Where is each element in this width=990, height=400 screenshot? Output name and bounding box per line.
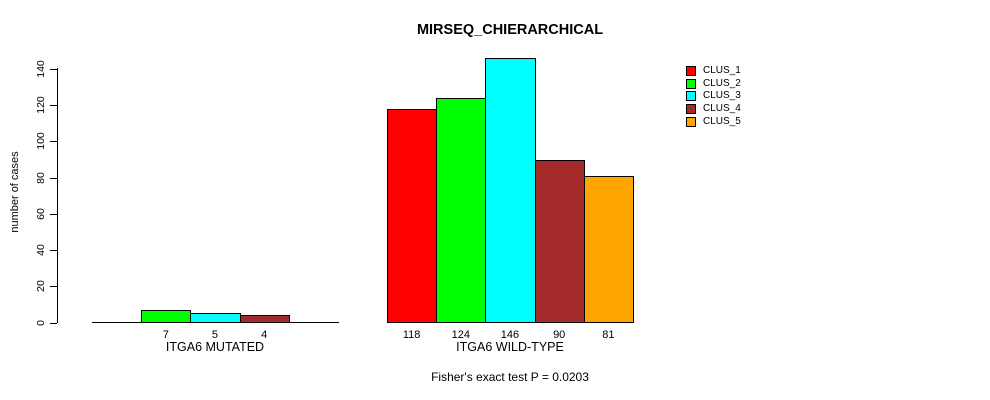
- y-tick-mark: [50, 214, 57, 215]
- y-tick-mark: [50, 178, 57, 179]
- bar-clus_2: [141, 309, 192, 324]
- bar-value-label: 118: [402, 329, 421, 341]
- bar-clus_4: [534, 159, 585, 324]
- group-label: ITGA6 WILD-TYPE: [456, 340, 564, 354]
- y-tick-label: 80: [35, 172, 47, 184]
- legend-label: CLUS_1: [703, 65, 741, 76]
- bar-clus_2: [436, 97, 487, 324]
- y-tick-label: 120: [35, 96, 47, 114]
- y-tick-mark: [50, 105, 57, 106]
- bar-clus_3: [190, 313, 241, 324]
- footnote-pvalue: Fisher's exact test P = 0.0203: [431, 370, 589, 384]
- bar-value-label: 4: [261, 329, 268, 341]
- bar-value-label: 7: [162, 329, 169, 341]
- legend-swatch-icon: [686, 104, 696, 115]
- y-tick-label: 100: [35, 132, 47, 150]
- chart-title: MIRSEQ_CHIERARCHICAL: [416, 22, 604, 38]
- legend-swatch-icon: [686, 116, 696, 127]
- bar-value-label: 124: [451, 329, 470, 341]
- bar-clus_5: [583, 175, 634, 324]
- legend-swatch-icon: [686, 78, 696, 89]
- y-tick-label: 40: [35, 244, 47, 256]
- y-tick-label: 20: [35, 280, 47, 292]
- bar-value-label: 146: [500, 329, 520, 341]
- bar-clus_3: [485, 58, 536, 324]
- group-label: ITGA6 MUTATED: [165, 340, 265, 354]
- legend-swatch-icon: [686, 91, 696, 102]
- y-axis-line: [57, 68, 58, 323]
- y-axis-label: number of cases: [9, 151, 21, 233]
- bar-value-label: 81: [602, 329, 615, 341]
- bar-value-label: 90: [553, 329, 566, 341]
- y-tick-label: 140: [35, 60, 47, 78]
- legend-label: CLUS_2: [703, 77, 741, 89]
- y-tick-mark: [50, 286, 57, 287]
- y-tick-mark: [50, 323, 57, 324]
- y-tick-mark: [50, 250, 57, 251]
- bar-value-label: 5: [211, 329, 219, 341]
- y-tick-label: 60: [35, 208, 47, 220]
- bar-clus_4: [239, 315, 290, 324]
- legend-label: CLUS_5: [703, 115, 741, 127]
- y-tick-mark: [50, 141, 57, 142]
- y-tick-mark: [50, 69, 57, 70]
- bar-clus_1: [387, 108, 438, 324]
- y-tick-label: 0: [35, 320, 47, 326]
- legend-label: CLUS_3: [703, 90, 741, 102]
- legend-label: CLUS_4: [703, 103, 741, 115]
- legend-swatch-icon: [686, 66, 696, 76]
